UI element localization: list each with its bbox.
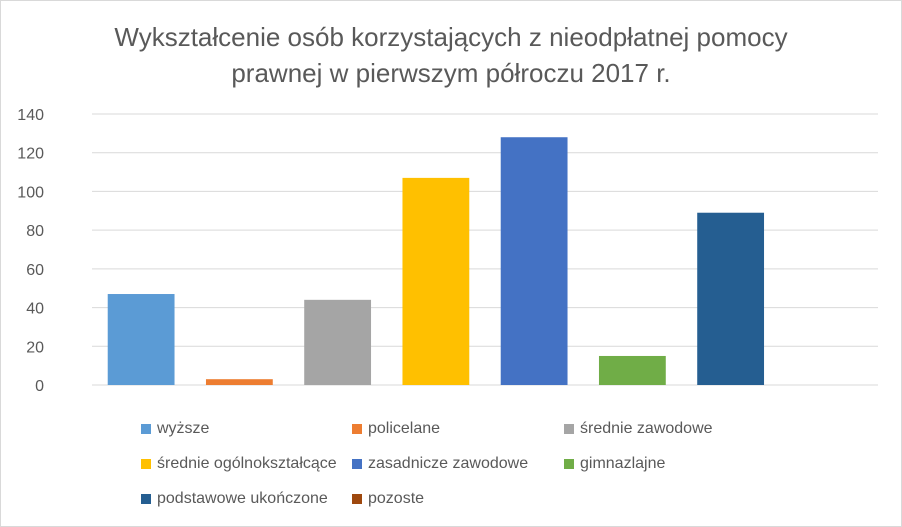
y-tick-label: 40 <box>26 301 44 318</box>
y-tick-label: 60 <box>26 262 44 279</box>
legend-label: wyższe <box>157 420 210 437</box>
y-tick-label: 80 <box>26 223 44 240</box>
y-tick-label: 0 <box>35 378 44 395</box>
legend-item: podstawowe ukończone <box>141 490 328 508</box>
legend-label: średnie ogólnokształcące <box>157 455 337 472</box>
legend-label: policelane <box>368 420 441 437</box>
legend-swatch <box>352 459 362 469</box>
chart-title: Wykształcenie osób korzystających z nieo… <box>61 19 841 91</box>
bar-2 <box>304 299 372 385</box>
legend-label: pozoste <box>368 490 425 507</box>
legend-swatch <box>141 459 151 469</box>
y-tick-label: 120 <box>17 146 44 163</box>
legend-label: zasadnicze zawodowe <box>368 455 529 472</box>
bar-6 <box>697 212 765 385</box>
legend-label: średnie zawodowe <box>580 420 713 437</box>
legend-item: policelane <box>352 420 440 438</box>
y-tick-label: 100 <box>17 184 44 201</box>
legend-label: gimnazlajne <box>580 455 666 472</box>
chart-title-line-1: Wykształcenie osób korzystających z nieo… <box>114 22 788 52</box>
legend-swatch <box>352 494 362 504</box>
legend-item: średnie ogólnokształcące <box>141 455 337 473</box>
y-tick-label: 140 <box>17 107 44 124</box>
bar-3 <box>402 177 470 385</box>
legend-label: podstawowe ukończone <box>157 490 328 507</box>
legend-swatch <box>141 494 151 504</box>
legend-swatch <box>564 424 574 434</box>
legend-item: zasadnicze zawodowe <box>352 455 528 473</box>
bar-0 <box>107 294 175 385</box>
chart-title-line-2: prawnej w pierwszym półroczu 2017 r. <box>231 58 671 88</box>
bar-5 <box>598 355 666 385</box>
legend-swatch <box>352 424 362 434</box>
legend-swatch <box>564 459 574 469</box>
y-tick-label: 20 <box>26 339 44 356</box>
legend-swatch <box>141 424 151 434</box>
bar-1 <box>205 379 273 385</box>
legend-item: gimnazlajne <box>564 455 665 473</box>
legend-item: wyższe <box>141 420 209 438</box>
bar-4 <box>500 137 568 385</box>
legend-item: pozoste <box>352 490 424 508</box>
legend-item: średnie zawodowe <box>564 420 713 438</box>
